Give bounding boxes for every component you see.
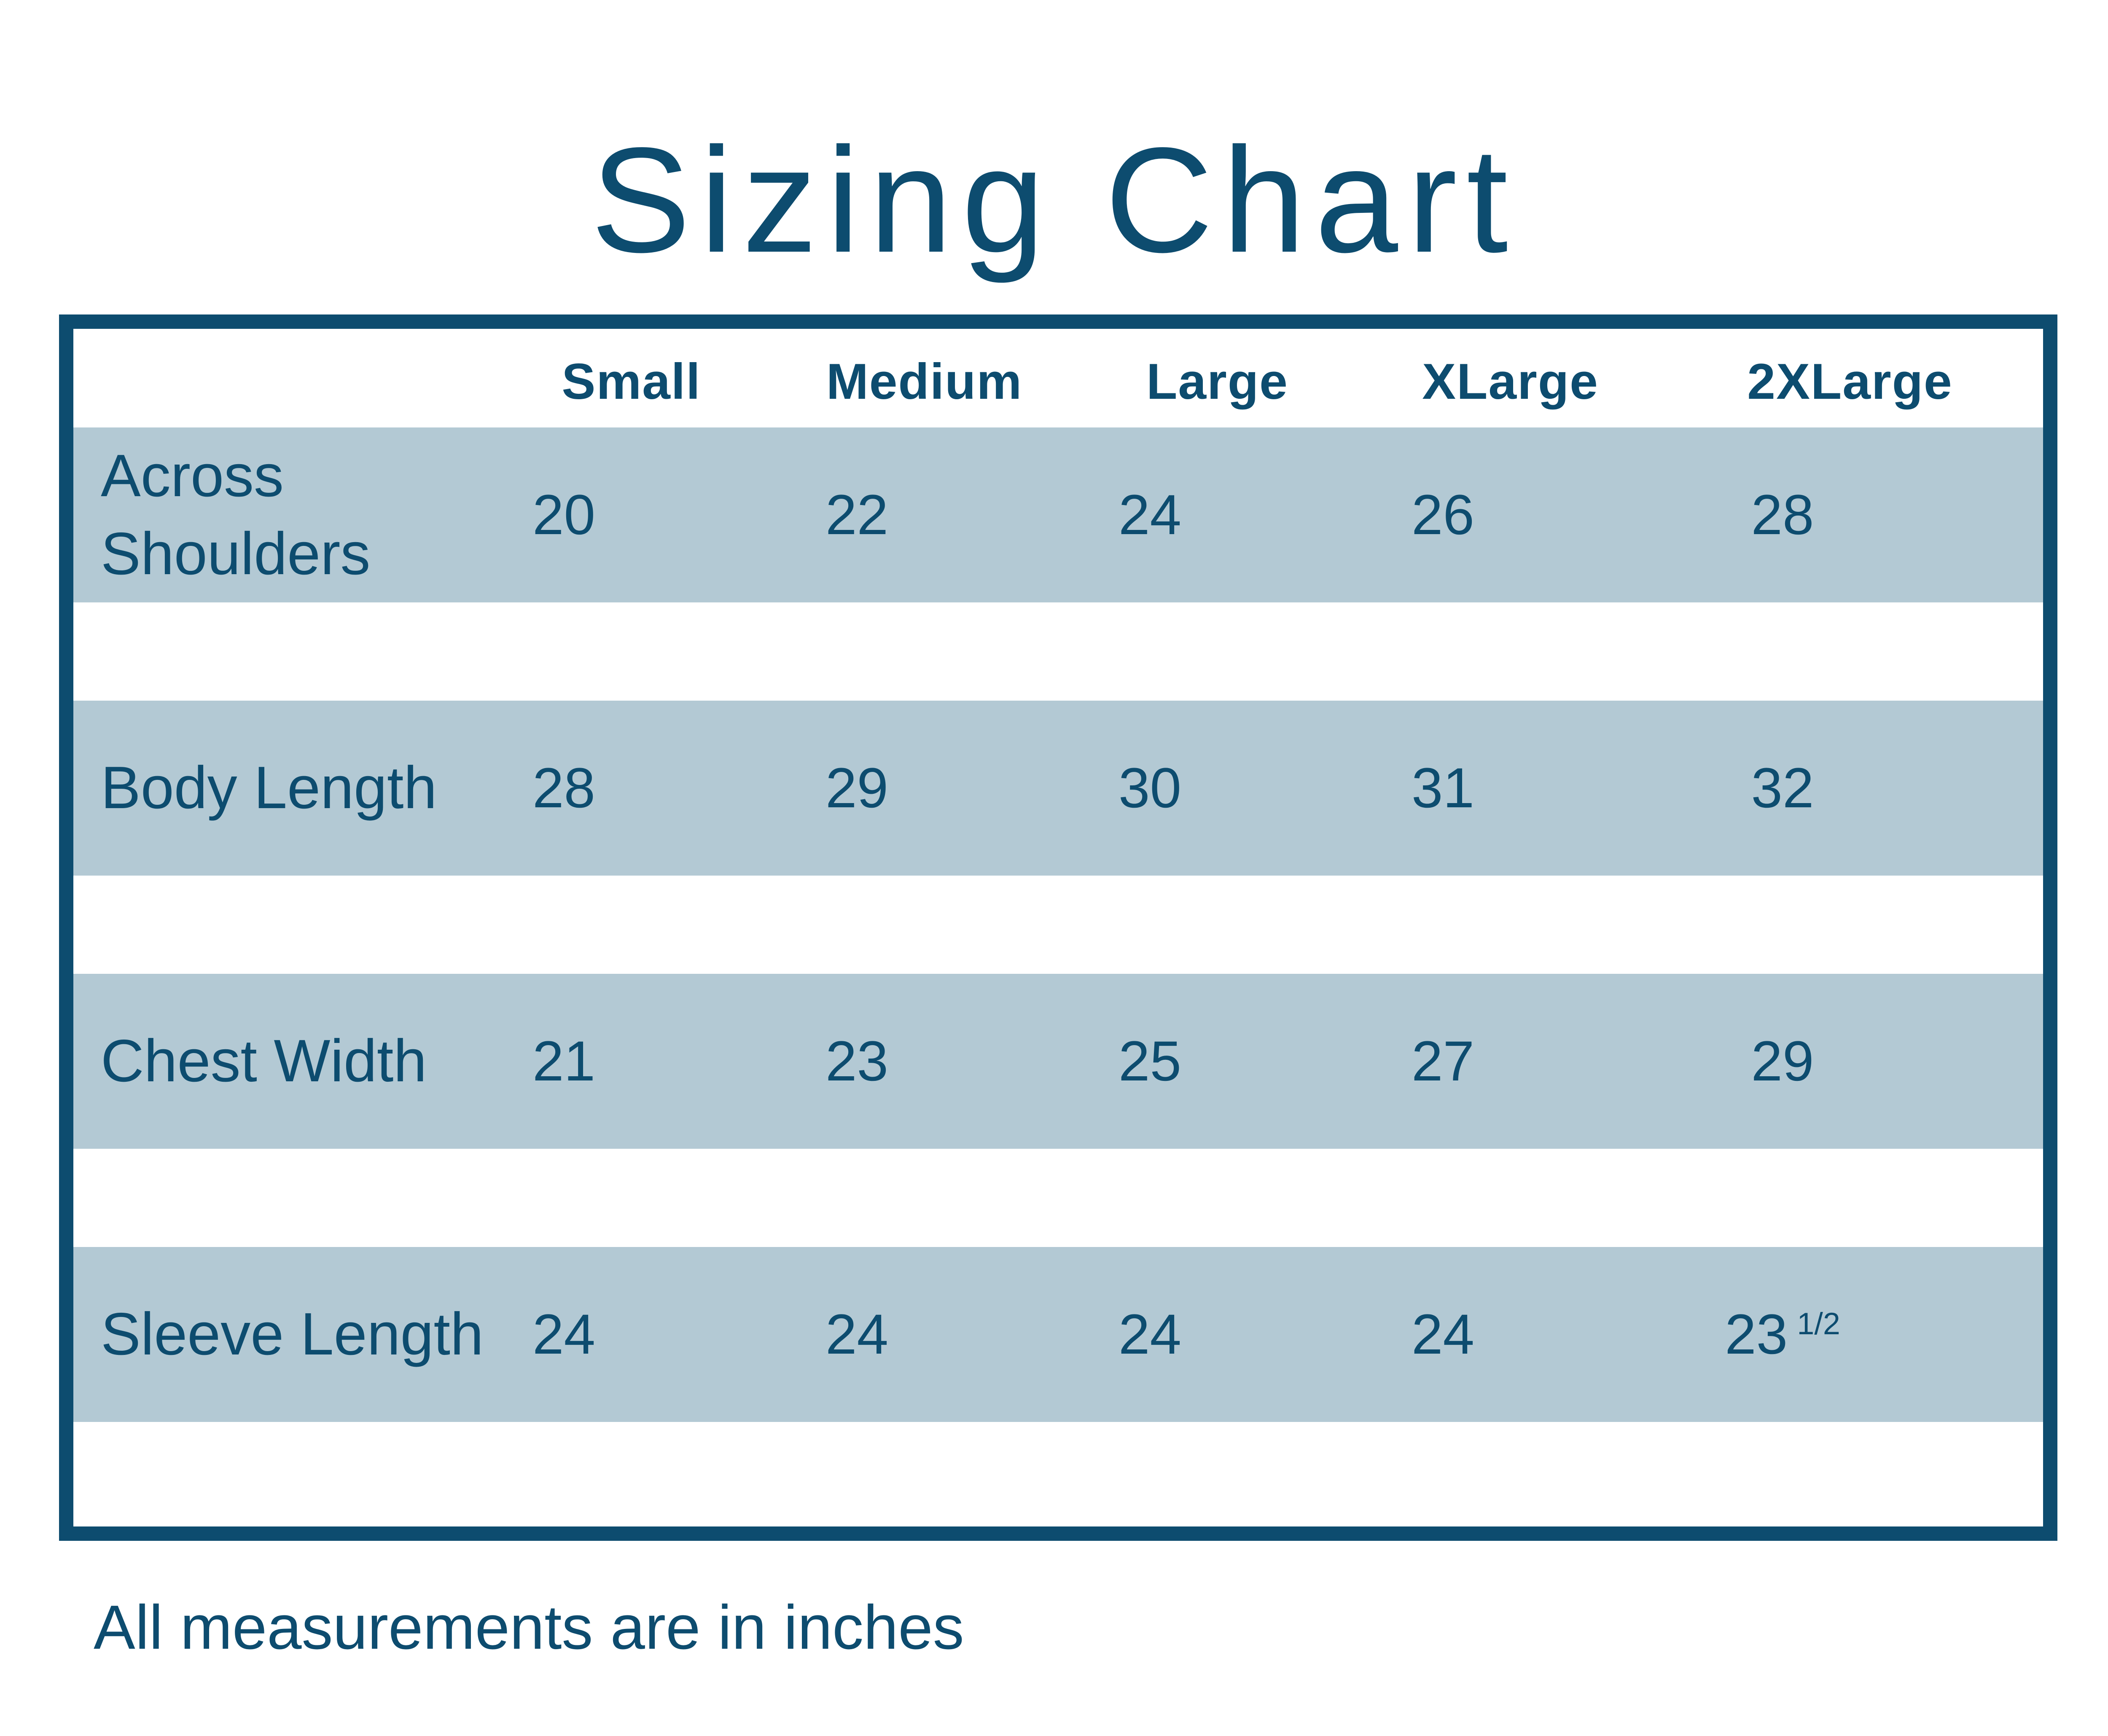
table-row-chest-width: Chest Width 21 23 25 27 29: [73, 974, 2043, 1149]
spacer-row: [73, 602, 2043, 701]
cell-value: 28: [532, 757, 596, 820]
cell-value: 30: [1118, 757, 1182, 820]
column-header-xlarge: XLarge: [1422, 353, 1599, 410]
row-label: Sleeve Length: [101, 1301, 484, 1368]
cell-value: 24: [1118, 484, 1182, 546]
cell-value: 21: [532, 1030, 596, 1093]
row-label: Across Shoulders: [101, 442, 371, 587]
cell-value: 32: [1751, 757, 1814, 820]
table-row-sleeve-length: Sleeve Length 24 24 24 24 23 1/2: [73, 1247, 2043, 1422]
cell-value: 28: [1751, 484, 1814, 546]
sizing-table: Small Medium Large XLarge 2XLarge Across…: [59, 314, 2057, 1541]
cell-value: 31: [1411, 757, 1475, 820]
column-header-2xlarge: 2XLarge: [1747, 353, 1953, 410]
cell-value: 29: [825, 757, 889, 820]
row-label: Chest Width: [101, 1027, 427, 1095]
row-label: Body Length: [101, 754, 437, 822]
table-row-across-shoulders: Across Shoulders 20 22 24 26 28: [73, 427, 2043, 602]
cell-value: 24: [1411, 1303, 1475, 1366]
cell-value: 24: [1118, 1303, 1182, 1366]
cell-value: 20: [532, 484, 596, 546]
spacer-row: [73, 1149, 2043, 1247]
cell-value: 25: [1118, 1030, 1182, 1093]
cell-value: 24: [825, 1303, 889, 1366]
sleeve-2xlarge-value: 23 1/2: [1657, 1247, 2043, 1422]
table-row-body-length: Body Length 28 29 30 31 32: [73, 701, 2043, 876]
column-header-small: Small: [562, 353, 701, 410]
column-header-medium: Medium: [826, 353, 1023, 410]
cell-value: 26: [1411, 484, 1475, 546]
table-header-row: Small Medium Large XLarge 2XLarge: [73, 329, 2043, 427]
page-title: Sizing Chart: [591, 117, 1517, 284]
column-header-large: Large: [1146, 353, 1288, 410]
cell-value: 22: [825, 484, 889, 546]
cell-value: 29: [1751, 1030, 1814, 1093]
cell-value: 24: [532, 1303, 596, 1366]
footnote: All measurements are in inches: [94, 1593, 964, 1662]
sleeve-2xlarge-whole: 23: [1725, 1303, 1788, 1366]
fraction-superscript: 1/2: [1797, 1306, 1840, 1341]
corner-cell: [73, 329, 485, 427]
spacer-row: [73, 876, 2043, 974]
cell-value: 27: [1411, 1030, 1475, 1093]
cell-value: 23: [825, 1030, 889, 1093]
spacer-row: [73, 1422, 2043, 1526]
